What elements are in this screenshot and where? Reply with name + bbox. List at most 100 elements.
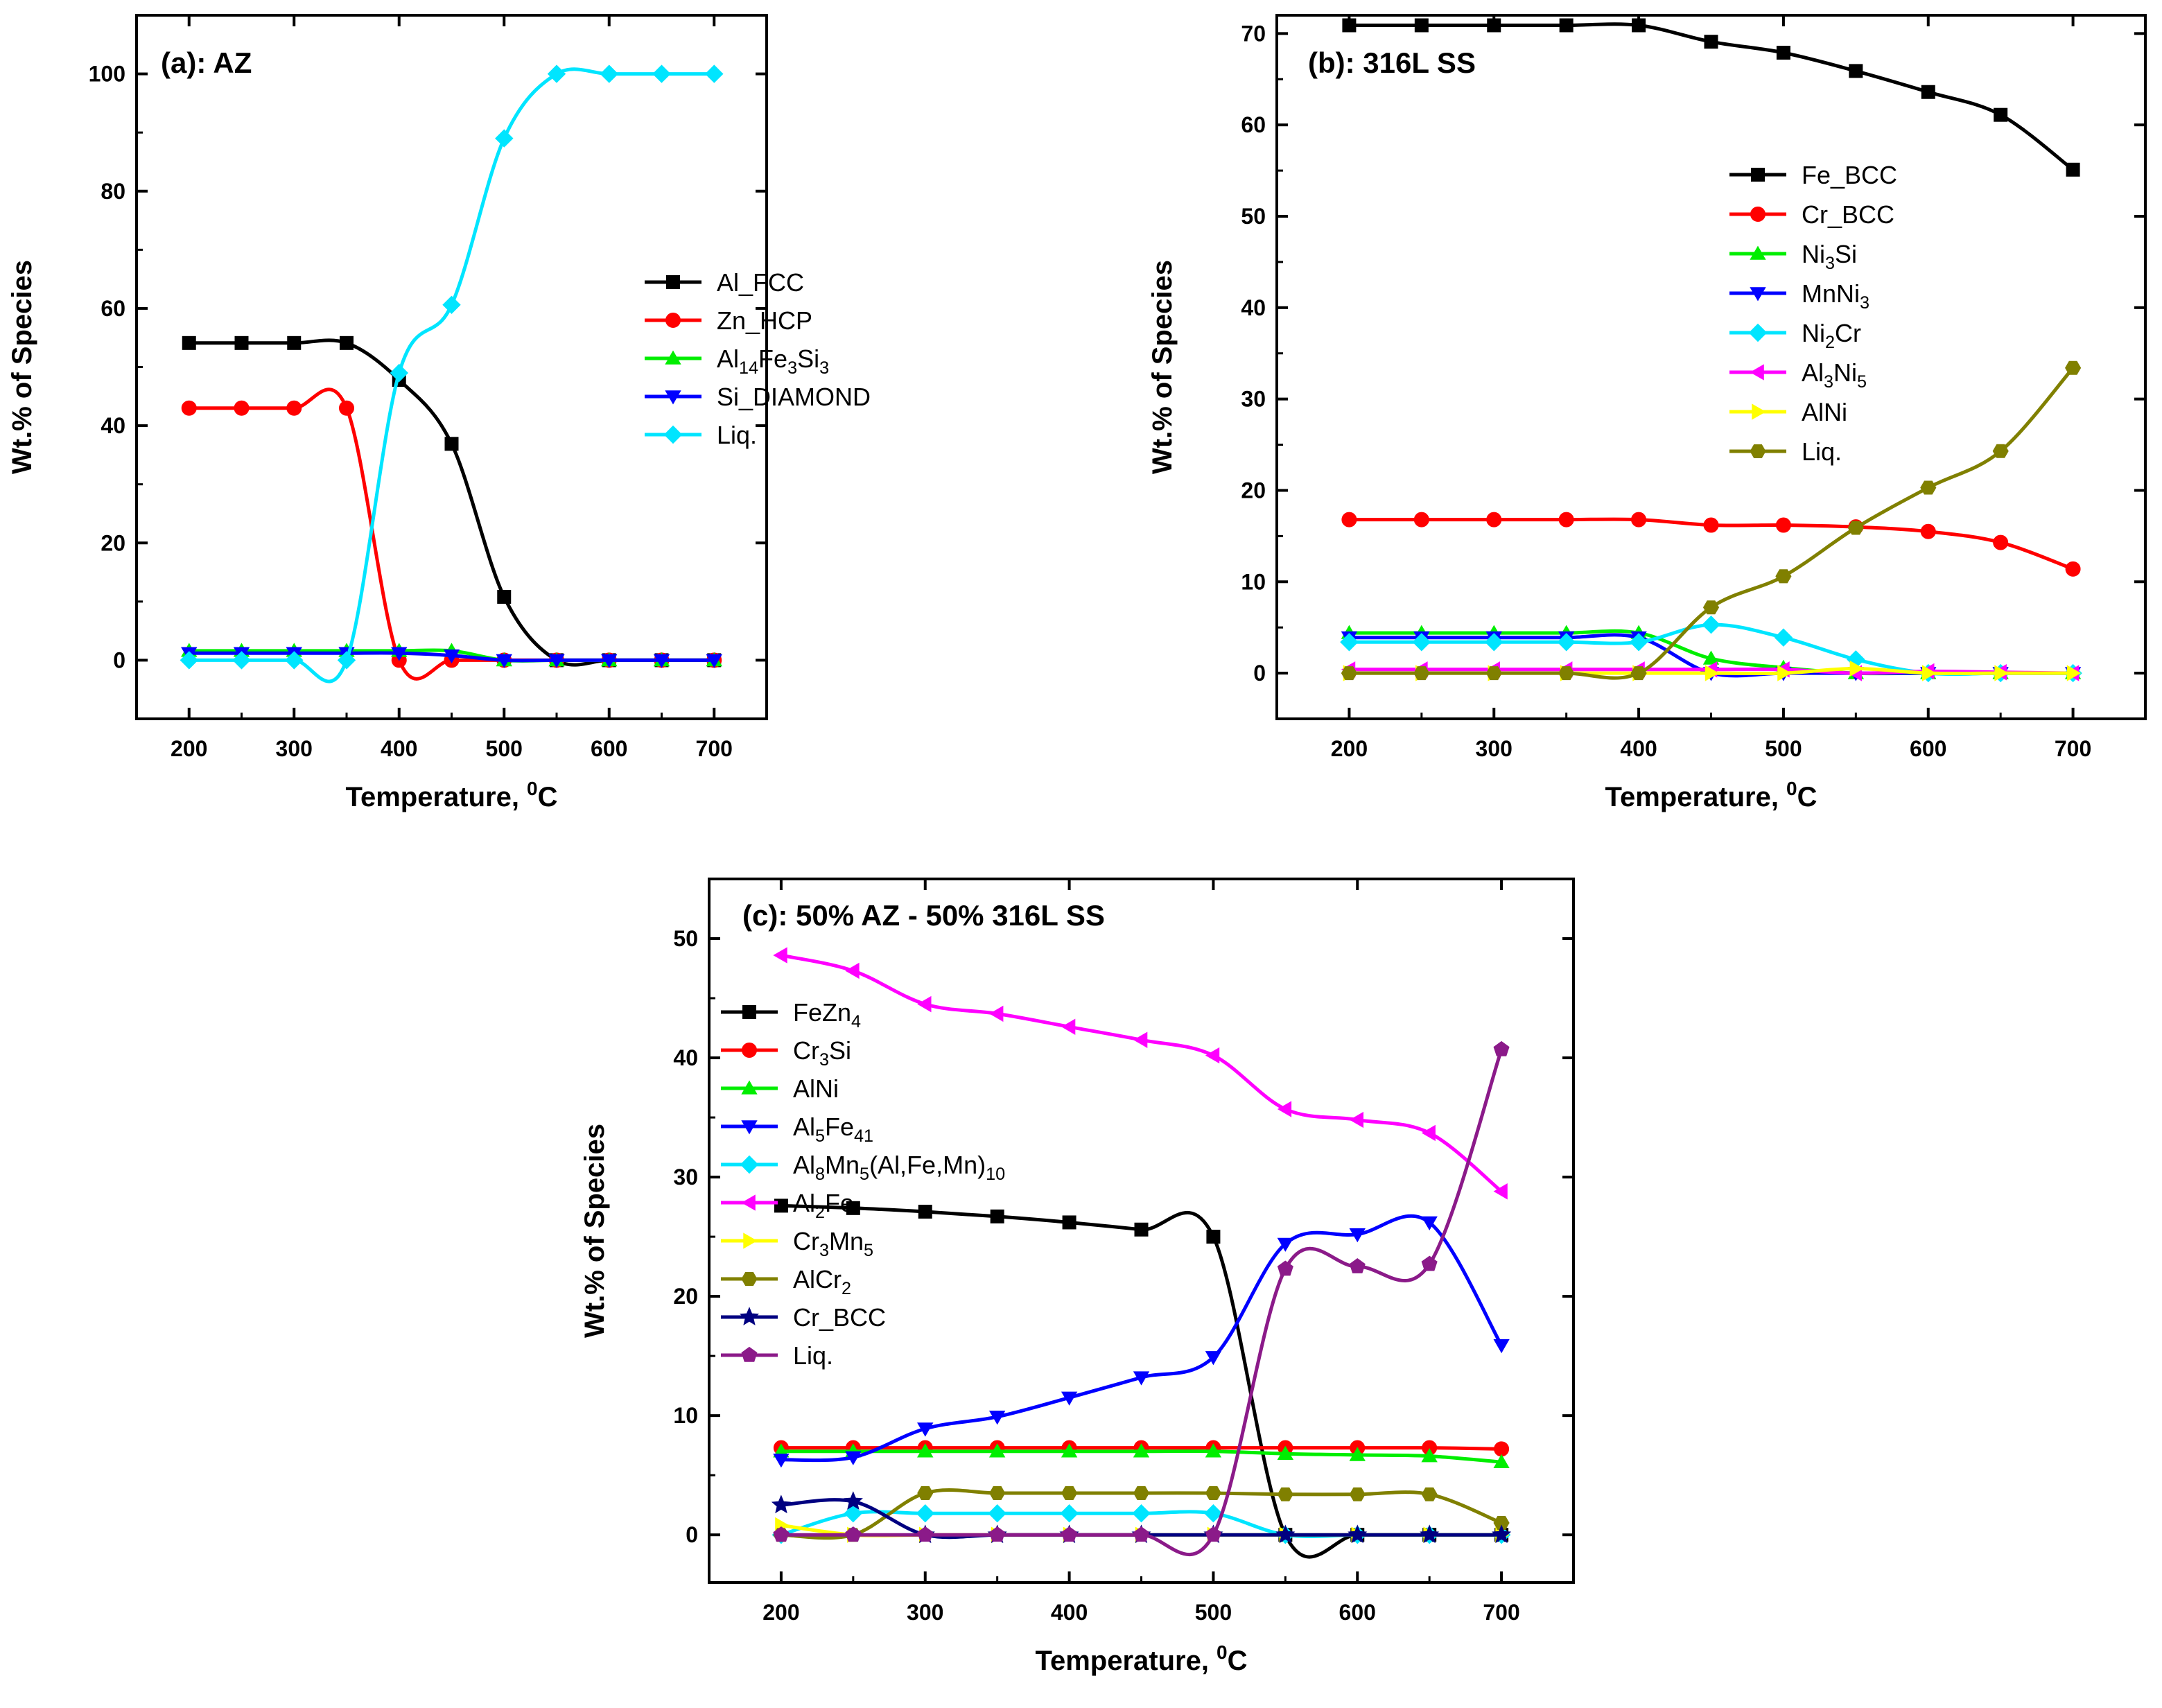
data-point <box>1277 1101 1292 1117</box>
legend-label-part: Ni <box>1802 240 1825 268</box>
data-point <box>1061 1443 1078 1458</box>
data-point <box>917 995 932 1013</box>
data-point <box>917 1443 934 1458</box>
legend-label-part: Cr <box>793 1036 819 1065</box>
data-point <box>1205 1485 1221 1500</box>
data-point <box>1133 1526 1149 1542</box>
legend-item: Cr3Mn5 <box>721 1227 873 1260</box>
data-point <box>845 962 860 979</box>
legend-label: Al2Fe <box>793 1189 854 1222</box>
legend-item: Liq. <box>721 1341 833 1370</box>
legend-item: AlNi <box>1729 398 1847 426</box>
data-point <box>339 400 354 416</box>
legend-item: Cr3Si <box>721 1036 851 1070</box>
data-point <box>443 649 460 664</box>
legend-marker <box>739 1307 760 1325</box>
data-point <box>1060 1504 1079 1523</box>
data-point <box>1277 1445 1294 1460</box>
data-point <box>1774 628 1793 647</box>
data-point <box>234 336 249 350</box>
legend-label-part: Fe <box>825 1189 854 1217</box>
data-point <box>1420 1524 1440 1544</box>
x-tick-label: 700 <box>1483 1600 1519 1625</box>
panel-title: (c): 50% AZ - 50% 316L SS <box>742 899 1105 932</box>
legend-label-part: Al <box>793 1189 815 1217</box>
legend-label-part: 8 <box>815 1165 825 1184</box>
legend-label-part: Si <box>829 1036 851 1065</box>
y-axis-title: Wt.% of Species <box>579 1124 610 1338</box>
legend-item: Fe_BCC <box>1729 161 1897 189</box>
data-point <box>1702 615 1720 634</box>
legend-item: Cr_BCC <box>721 1303 886 1332</box>
data-point <box>1421 1255 1438 1271</box>
data-point <box>773 947 787 964</box>
data-point <box>1277 1487 1293 1501</box>
panel-title: (a): AZ <box>161 46 252 79</box>
plot-frame <box>135 14 768 720</box>
data-point <box>1061 1391 1078 1406</box>
legend-label: Liq. <box>1802 437 1842 466</box>
legend-label-part: Liq. <box>717 421 757 449</box>
data-point <box>706 654 722 668</box>
legend-label-part: Ni <box>1833 358 1857 387</box>
legend-label: AlNi <box>793 1074 839 1103</box>
legend-label-part: Zn_HCP <box>717 306 812 335</box>
data-point <box>1493 1454 1510 1468</box>
x-tick-label: 300 <box>276 736 313 761</box>
legend-label-part: 5 <box>815 1126 825 1146</box>
data-point <box>547 64 566 83</box>
x-tick-label: 500 <box>1765 736 1802 761</box>
data-point <box>2066 665 2082 681</box>
data-point <box>988 1443 1006 1458</box>
x-tick-label: 200 <box>171 736 207 761</box>
data-point <box>1485 633 1503 652</box>
legend-marker <box>665 350 681 365</box>
legend-label-part: MnNi <box>1802 279 1860 308</box>
data-point <box>1775 569 1792 584</box>
data-point <box>773 1454 790 1468</box>
x-tick-label: 300 <box>1476 736 1512 761</box>
x-axis-title-main: Temperature, <box>345 782 527 812</box>
legend-label: Liq. <box>717 421 757 449</box>
data-point <box>390 363 409 383</box>
data-point <box>1704 35 1718 49</box>
data-point <box>1061 1526 1078 1542</box>
data-point <box>1277 1260 1293 1276</box>
data-point <box>181 400 197 416</box>
data-point <box>232 651 251 670</box>
legend-label: Ni2Cr <box>1802 319 1861 352</box>
legend-marker <box>1750 444 1766 458</box>
data-point <box>845 1526 862 1542</box>
legend-label-part: 10 <box>986 1165 1005 1184</box>
legend-marker <box>1750 245 1766 260</box>
legend-label-part: 3 <box>1825 254 1835 273</box>
legend-marker <box>1751 168 1765 182</box>
legend-item: Ni3Si <box>1729 240 1857 273</box>
data-point <box>1847 521 1864 535</box>
legend-label-part: Si <box>1835 240 1857 268</box>
legend-label-part: Al <box>717 345 739 373</box>
data-point <box>1491 1524 1512 1544</box>
y-tick-label: 20 <box>673 1284 698 1309</box>
legend-item: Zn_HCP <box>645 306 812 335</box>
legend-item: Liq. <box>645 421 757 449</box>
data-point <box>391 647 408 661</box>
legend-label-part: 3 <box>787 358 797 378</box>
legend-marker <box>663 425 683 444</box>
data-point <box>1630 666 1647 681</box>
legend-label-part: 5 <box>1857 372 1867 392</box>
y-tick-label: 10 <box>673 1403 698 1428</box>
x-axis-title: Temperature, 0C <box>345 778 557 812</box>
series-line <box>779 1214 1503 1463</box>
y-tick-label: 40 <box>101 413 125 438</box>
chart-panel-c: 200 300 400 500 600 70001020304050Temperature… <box>579 878 1575 1676</box>
data-point <box>1992 444 2009 458</box>
legend-label: Al5Fe41 <box>793 1113 873 1146</box>
data-point <box>1631 512 1647 528</box>
y-tick-label: 60 <box>1241 112 1266 137</box>
legend-item: FeZn4 <box>721 998 861 1031</box>
data-point <box>1205 1351 1222 1366</box>
legend-label-part: Al <box>793 1151 815 1179</box>
data-point <box>286 400 302 416</box>
legend-marker <box>666 275 680 289</box>
